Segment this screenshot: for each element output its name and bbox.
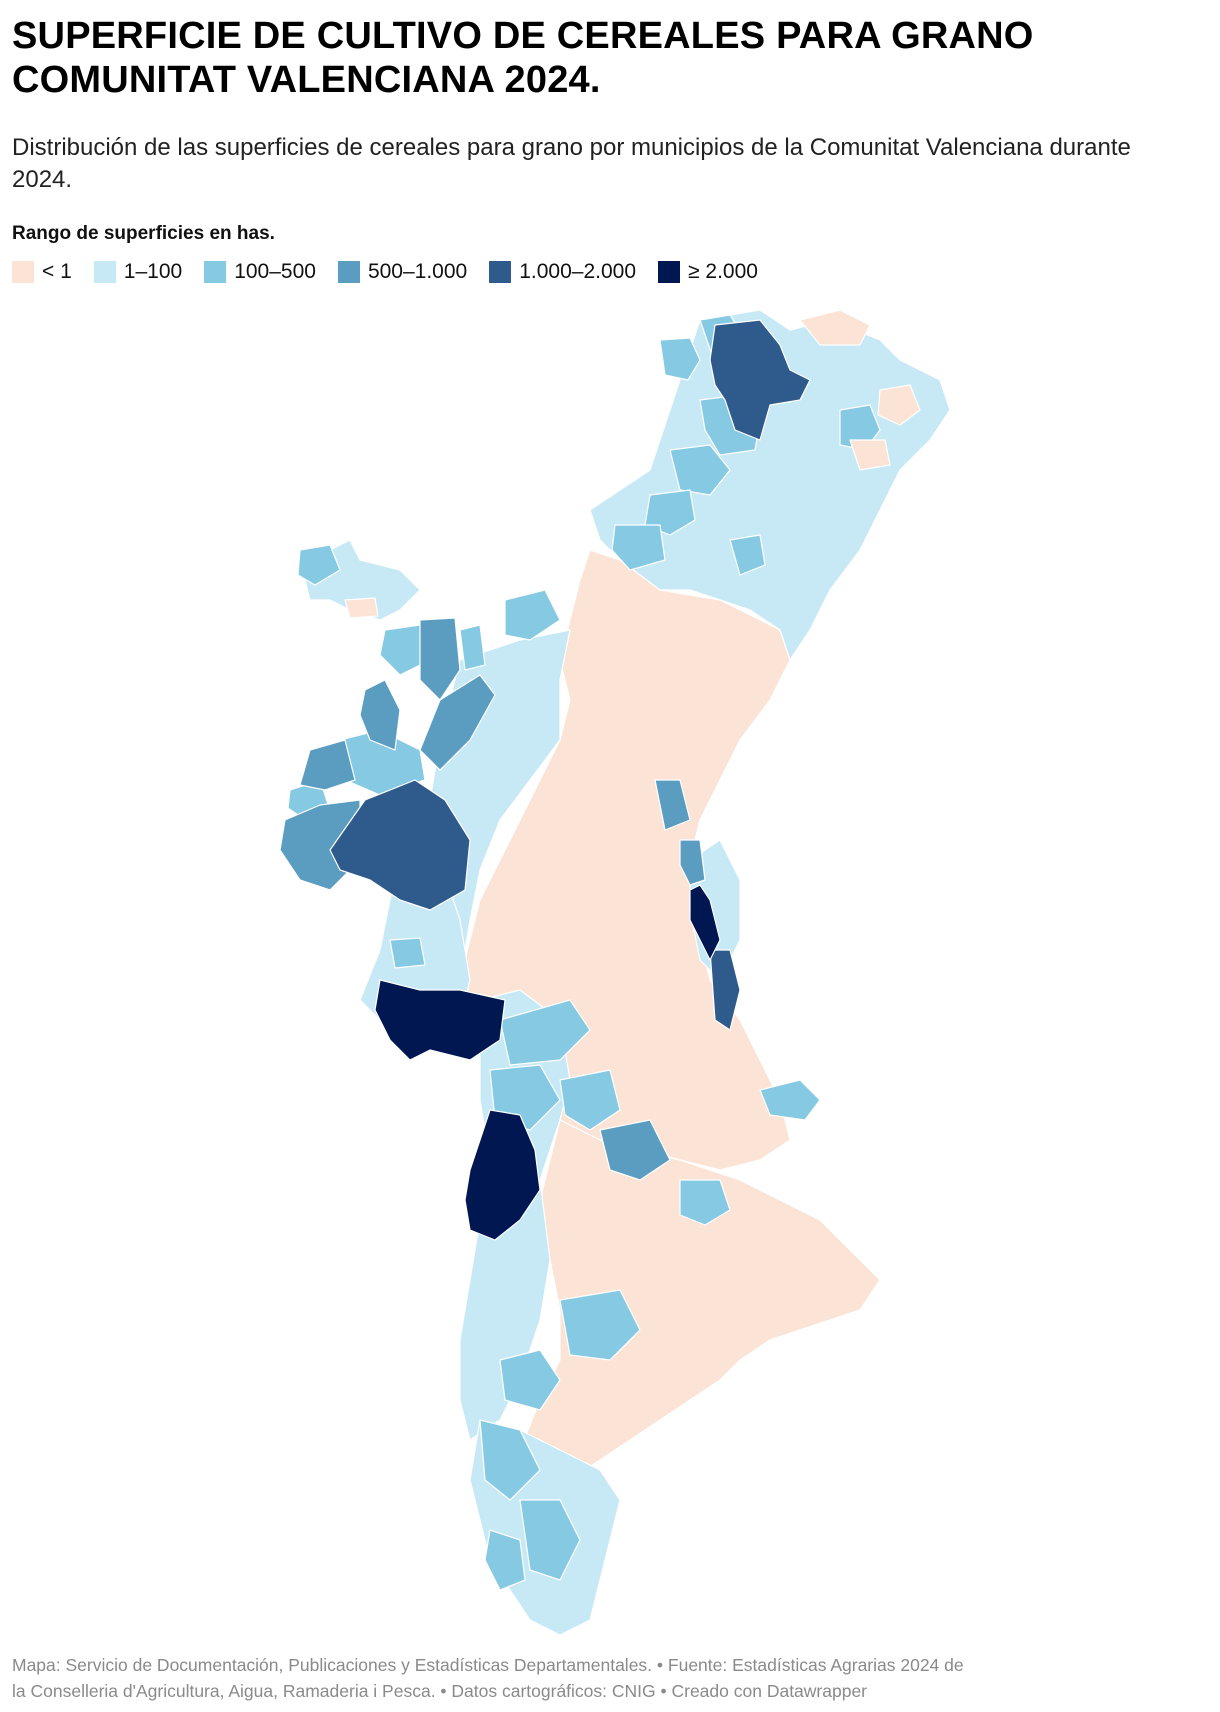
source-footer: Mapa: Servicio de Documentación, Publica…: [12, 1652, 1217, 1704]
legend-swatch-500-1000: [337, 261, 360, 283]
legend-label-1-100: 1–100: [123, 260, 183, 283]
legend-label-1000-2000: 1.000–2.000: [519, 260, 637, 283]
muni-500-1000-d: [299, 739, 356, 791]
muni-100-500-b: [659, 337, 701, 381]
muni-1000-2000-c: [709, 949, 741, 1031]
muni-100-500-r: [559, 1069, 621, 1131]
legend-swatch-1-100: [93, 261, 116, 283]
muni-100-500-y: [484, 1529, 526, 1591]
muni-100-500-p: [499, 999, 591, 1066]
legend-swatch-1000-2000: [489, 261, 512, 283]
legend-label-lt1: < 1: [42, 260, 72, 283]
muni-1000-2000-a: [709, 319, 811, 441]
legend-label-500-1000: 500–1.000: [367, 260, 468, 283]
muni-100-500-w: [479, 1419, 541, 1501]
muni-500-1000-h: [599, 1119, 671, 1181]
legend-item-500-1000: 500–1.000: [337, 260, 468, 284]
muni-100-500-u: [499, 1349, 561, 1411]
choropleth-map: [0, 300, 1220, 1640]
map-subtitle: Distribución de las superficies de cerea…: [12, 134, 1131, 193]
muni-100-500-i: [297, 544, 341, 586]
legend-swatch-gte2000: [658, 261, 681, 283]
muni-500-1000-b: [419, 674, 496, 771]
legend-label-100-500: 100–500: [234, 260, 316, 283]
muni-lt1-north-b: [877, 384, 921, 426]
muni-100-500-g: [611, 524, 666, 571]
muni-lt1-north-a: [799, 309, 871, 346]
legend-item-1000-2000: 1.000–2.000: [489, 260, 636, 284]
muni-100-500-o: [389, 937, 426, 969]
muni-lt1-exclave: [344, 597, 379, 619]
muni-gte2000-b: [374, 979, 506, 1061]
map-title-line-2: COMUNITAT VALENCIANA 2024.: [12, 59, 601, 101]
map-title: SUPERFICIE DE CULTIVO DE CEREALES PARA G…: [12, 14, 1192, 102]
map-title-line-1: SUPERFICIE DE CULTIVO DE CEREALES PARA G…: [12, 15, 1034, 57]
muni-100-500-l: [459, 624, 486, 671]
muni-100-500-e: [669, 444, 731, 496]
muni-100-500-h: [729, 534, 766, 576]
color-legend: < 1 1–100 100–500 500–1.000 1.000–2.000 …: [12, 260, 780, 284]
legend-item-gte2000: ≥ 2.000: [658, 260, 758, 284]
legend-swatch-lt1: [12, 261, 34, 283]
muni-500-1000-a: [419, 617, 461, 701]
muni-500-1000-g: [679, 839, 706, 886]
muni-100-500-x: [519, 1499, 581, 1581]
map-svg: [279, 309, 951, 1636]
legend-item-lt1: < 1: [12, 260, 72, 284]
muni-100-500-v: [559, 1289, 641, 1361]
muni-100-500-s: [679, 1179, 731, 1226]
legend-label-gte2000: ≥ 2.000: [688, 260, 758, 283]
footer-line-2: la Conselleria d'Agricultura, Aigua, Ram…: [12, 1681, 868, 1701]
muni-100-500-f: [644, 489, 696, 536]
muni-100-500-k: [379, 624, 431, 676]
legend-item-100-500: 100–500: [204, 260, 316, 284]
muni-gte2000-c: [464, 1109, 541, 1241]
muni-100-500-t: [759, 1079, 821, 1121]
footer-line-1: Mapa: Servicio de Documentación, Publica…: [12, 1655, 964, 1675]
muni-gte2000-a: [689, 884, 721, 961]
muni-500-1000-c: [359, 679, 401, 751]
legend-item-1-100: 1–100: [93, 260, 183, 284]
muni-100-500-j: [504, 589, 561, 641]
legend-title: Rango de superficies en has.: [12, 223, 275, 244]
muni-500-1000-f: [654, 779, 691, 831]
muni-1000-2000-b: [329, 779, 471, 911]
legend-swatch-100-500: [204, 261, 227, 283]
muni-lt1-north-c: [849, 439, 891, 471]
